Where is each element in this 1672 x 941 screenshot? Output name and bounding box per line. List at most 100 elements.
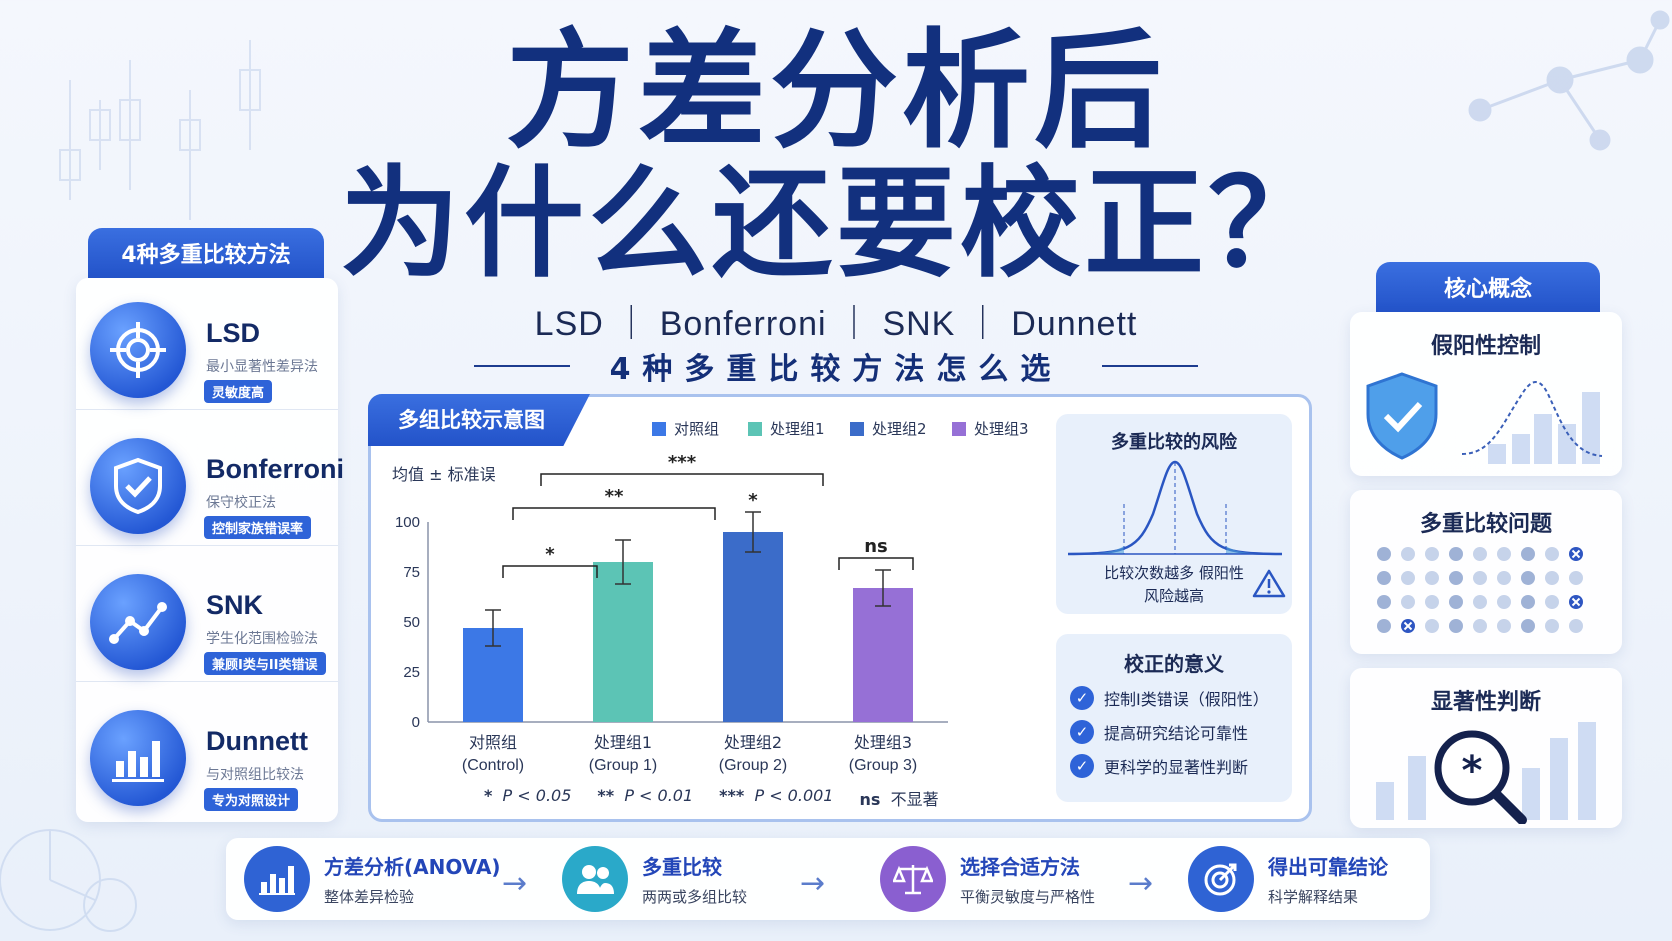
bar [723, 532, 783, 722]
significance-legend: * P < 0.05 ** P < 0.01 *** P < 0.001 ns … [484, 786, 939, 810]
subtitle-row: 4种多重比较方法怎么选 [448, 346, 1224, 387]
grid-dot [1377, 619, 1391, 633]
grid-dot [1521, 619, 1535, 633]
dot-grid-icon [1377, 547, 1583, 633]
concept-title: 假阳性控制 [1430, 334, 1541, 359]
bar [853, 588, 913, 722]
chart-panel-header: 多组比较示意图 [368, 394, 590, 446]
grid-dot [1545, 595, 1559, 609]
workflow-bar: 方差分析(ANOVA) 整体差异检验 多重比较 两两或多组比较 选择合适方法 平… [226, 838, 1430, 920]
grid-dot [1569, 571, 1583, 585]
grid-dot [1497, 595, 1511, 609]
meaning-text: 控制I类错误（假阳性） [1104, 690, 1269, 709]
sig-text: P < 0.001 [754, 786, 834, 805]
grid-dot [1425, 619, 1439, 633]
grid-dot [1569, 619, 1583, 633]
sig-symbol: *** [719, 786, 745, 805]
bracket-control-group1 [502, 565, 598, 578]
bar-chart: 均值 ± 标准误 0 25 50 75 100 对照组 (Control) 处理组1 (Group… [392, 452, 948, 774]
grid-dot [1401, 571, 1415, 585]
x-tick-label: (Group 2) [719, 757, 787, 774]
concept-title: 多重比较问题 [1419, 512, 1552, 537]
legend-label: 处理组3 [974, 420, 1029, 438]
how-to-choose-subtitle: 4种多重比较方法怎么选 [609, 352, 1063, 387]
methods-panel: LSD 最小显著性差异法 灵敏度高 Bonferroni 保守校正法 控制家族错… [76, 278, 344, 822]
x-mark-icon [1571, 549, 1581, 559]
main-title-line2: 为什么还要校正？ [340, 155, 1332, 294]
method-desc: 最小显著性差异法 [206, 359, 318, 375]
method-name: LSD [206, 318, 260, 348]
x-mark-icon [1571, 597, 1581, 607]
arrow-right-icon: → [1128, 866, 1154, 901]
svg-text:*: * [1462, 748, 1483, 794]
risk-text: 比较次数越多 假阳性风险越高 [1104, 564, 1244, 605]
legend-item-control: 对照组 [652, 418, 719, 439]
arrow-right-icon: → [502, 866, 528, 901]
grid-dot [1449, 595, 1463, 609]
legend-label: 对照组 [674, 420, 720, 438]
method-card-snk[interactable]: SNK 学生化范围检验法 兼顾I类与II类错误 [76, 550, 338, 682]
sig-note-item: *** P < 0.001 [719, 786, 833, 810]
grid-dot [1521, 547, 1535, 561]
method-card-lsd[interactable]: LSD 最小显著性差异法 灵敏度高 [76, 278, 338, 410]
flow-step-desc: 整体差异检验 [324, 888, 415, 906]
check-icon: ✓ [1070, 686, 1094, 710]
significance-label: ns [864, 536, 888, 557]
correction-meaning-box: 校正的意义 ✓ 控制I类错误（假阳性） ✓ 提高研究结论可靠性 ✓ 更科学的显著性判断 [1056, 634, 1292, 802]
grid-dot [1425, 547, 1439, 561]
flow-step-choose-method[interactable]: 选择合适方法 平衡灵敏度与严格性 [880, 846, 1095, 912]
flow-step-text: 多重比较 两两或多组比较 [642, 851, 747, 907]
method-tag: 灵敏度高 [204, 380, 273, 403]
flow-step-desc: 两两或多组比较 [642, 888, 748, 906]
bar-chart-icon [244, 846, 310, 912]
legend-label: 处理组2 [872, 420, 927, 438]
target-icon [1188, 846, 1254, 912]
main-title-line1: 方差分析后 [505, 17, 1166, 166]
grid-dot [1545, 571, 1559, 585]
sig-note-item: ns 不显著 [859, 786, 938, 810]
left-rule [473, 365, 570, 367]
method-card-bonferroni[interactable]: Bonferroni 保守校正法 控制家族错误率 [76, 414, 344, 546]
concept-card-false-positive[interactable]: 假阳性控制 [1350, 312, 1622, 476]
bracket-group3 [838, 557, 914, 570]
x-tick-label: 处理组3 [854, 733, 912, 752]
concept-card-multiple-comparison[interactable]: 多重比较问题 [1350, 490, 1622, 654]
y-tick-label: 50 [403, 614, 420, 631]
grid-dot [1377, 547, 1391, 561]
grid-dot [1545, 547, 1559, 561]
grid-dot [1377, 571, 1391, 585]
meaning-title: 校正的意义 [1124, 652, 1224, 676]
grid-dot [1497, 547, 1511, 561]
legend-swatch [652, 421, 666, 436]
sig-note-item: * P < 0.05 [484, 786, 571, 810]
x-tick-label: (Group 1) [589, 757, 657, 774]
trend-line-icon [90, 574, 186, 670]
magnifier-asterisk-icon: * [1376, 722, 1596, 824]
concept-card-significance[interactable]: 显著性判断 * [1350, 668, 1622, 828]
flow-step-title: 选择合适方法 [960, 855, 1080, 879]
significance-label: * [545, 544, 555, 565]
methods-subtitle: LSD ｜ Bonferroni ｜ SNK ｜ Dunnett [534, 305, 1138, 343]
flow-step-anova[interactable]: 方差分析(ANOVA) 整体差异检验 [244, 846, 501, 912]
flow-step-conclusion[interactable]: 得出可靠结论 科学解释结果 [1188, 846, 1388, 912]
sig-text: P < 0.05 [502, 786, 572, 805]
grid-dot [1497, 571, 1511, 585]
check-icon: ✓ [1070, 720, 1094, 744]
legend-item-group3: 处理组3 [952, 418, 1029, 439]
x-tick-label: 处理组1 [594, 733, 652, 752]
flow-step-desc: 平衡灵敏度与严格性 [960, 888, 1096, 906]
flow-step-text: 选择合适方法 平衡灵敏度与严格性 [960, 851, 1095, 907]
flow-step-multiple-comparison[interactable]: 多重比较 两两或多组比较 [562, 846, 747, 912]
significance-label: * [748, 490, 758, 511]
method-name: SNK [206, 590, 264, 620]
method-card-dunnett[interactable]: Dunnett 与对照组比较法 专为对照设计 [76, 686, 338, 818]
flow-step-title: 方差分析(ANOVA) [324, 855, 501, 879]
legend-item-group1: 处理组1 [748, 418, 825, 439]
meaning-item: ✓ 更科学的显著性判断 [1070, 754, 1248, 778]
method-tag: 专为对照设计 [204, 788, 299, 811]
meaning-item: ✓ 提高研究结论可靠性 [1070, 720, 1248, 744]
y-axis-label: 均值 ± 标准误 [392, 465, 496, 484]
scale-icon [880, 846, 946, 912]
bell-curve-icon [1068, 460, 1282, 556]
warning-icon [1252, 569, 1286, 598]
